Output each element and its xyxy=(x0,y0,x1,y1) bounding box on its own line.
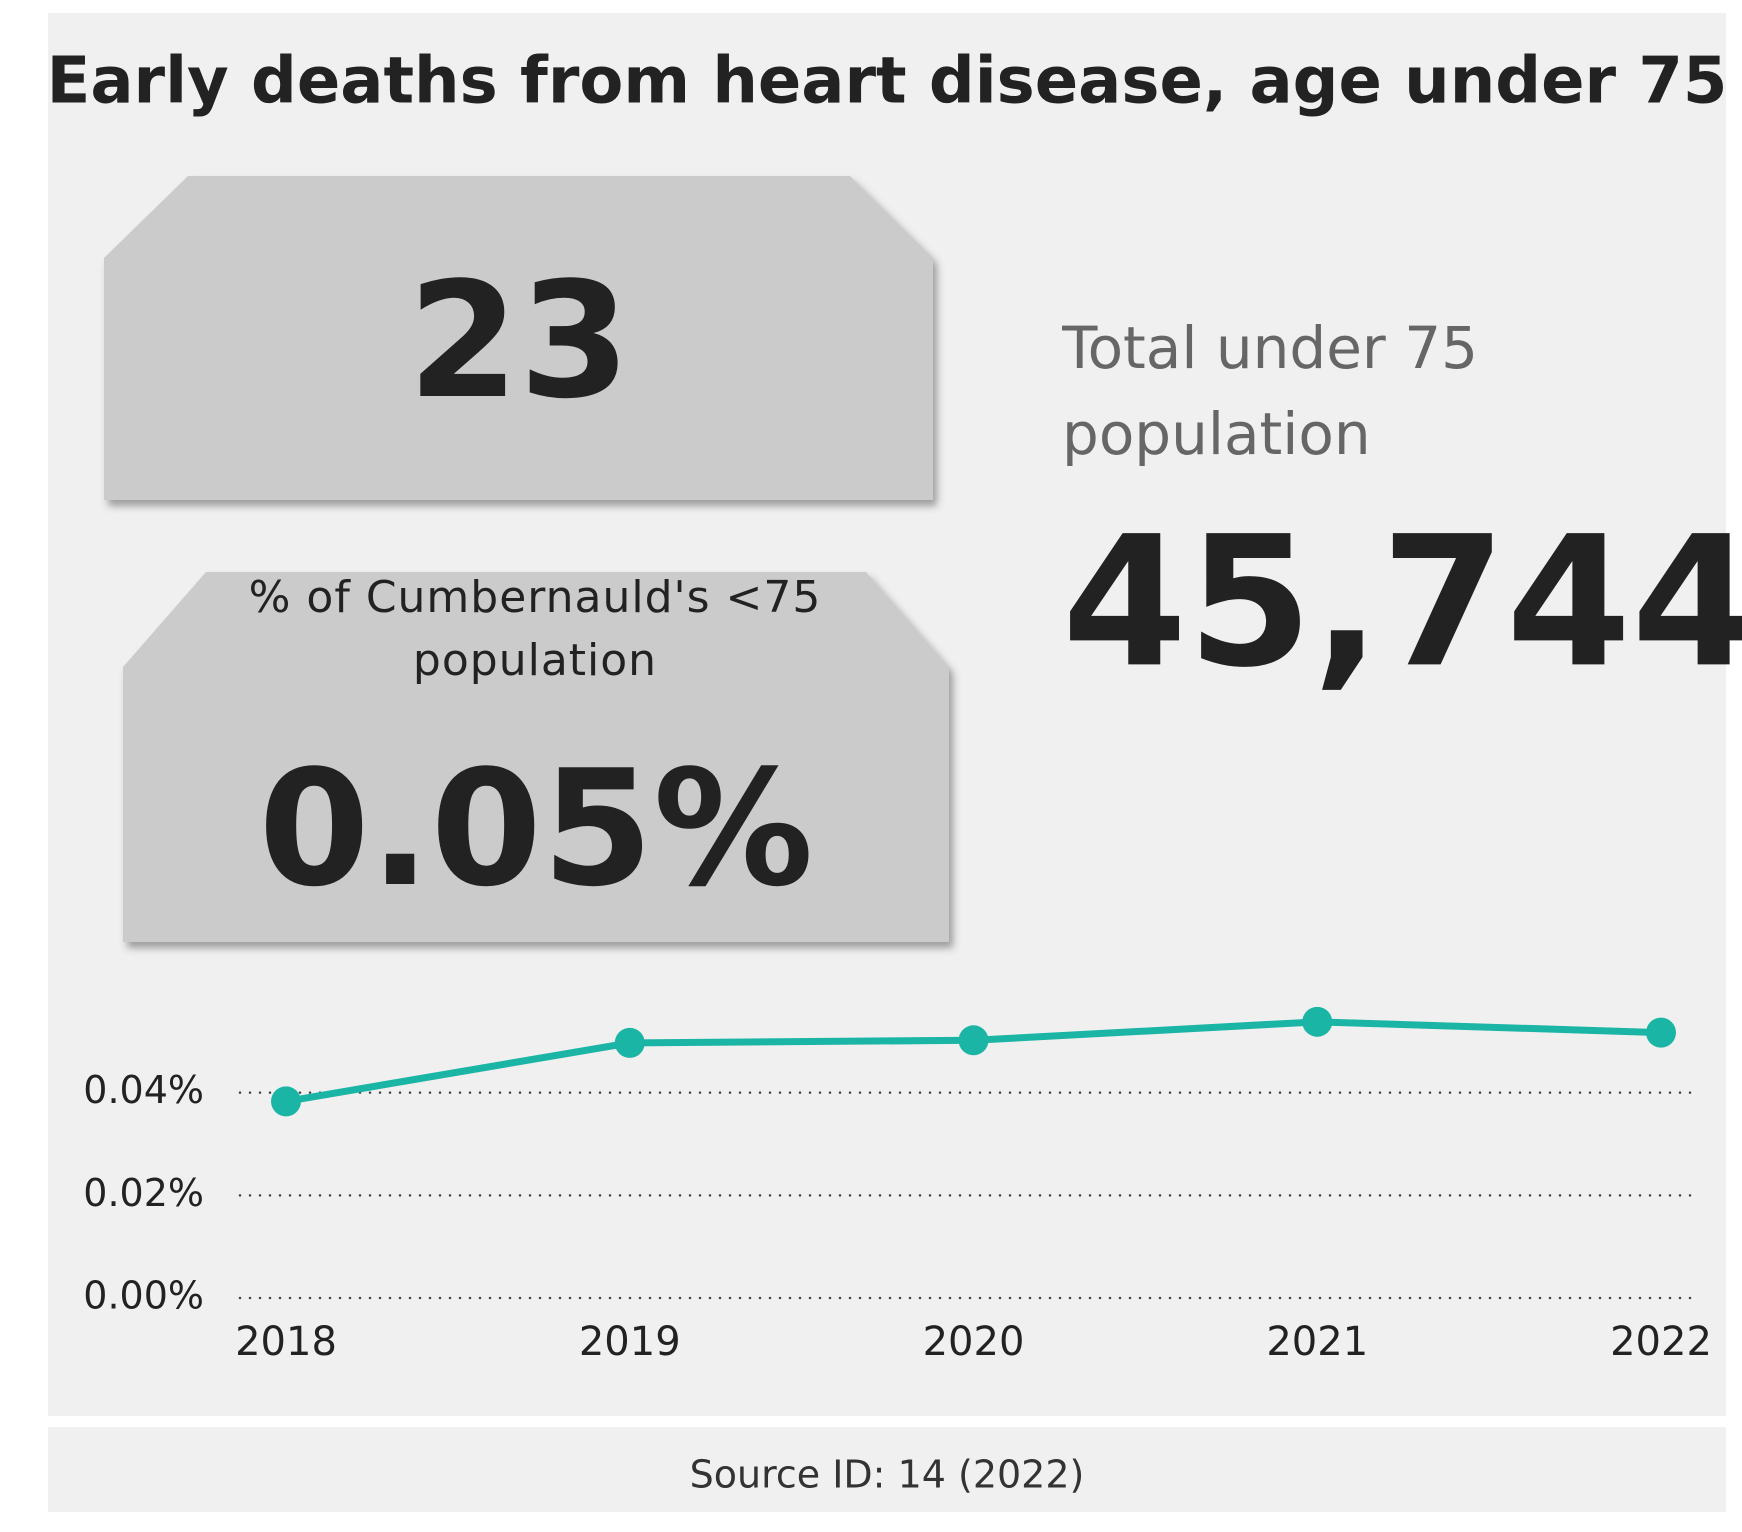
footer-panel xyxy=(48,1427,1726,1512)
y-tick-label: 0.00% xyxy=(83,1274,204,1318)
kpi-box xyxy=(104,176,933,500)
x-tick-label: 2022 xyxy=(1610,1319,1712,1365)
line-chart: 0.00% 0.02% 0.04% 2018 2019 2020 2021 2022 xyxy=(83,1006,1712,1365)
y-tick-label: 0.02% xyxy=(83,1171,204,1215)
kpi-box xyxy=(123,572,949,942)
kpi-label: % of Cumbernauld's <75 population xyxy=(248,572,822,686)
point xyxy=(271,1086,301,1117)
kpi-label-wrap: % of Cumbernauld's <75 population xyxy=(248,572,822,686)
kpi-value: 23 xyxy=(408,247,631,434)
x-tick-label: 2018 xyxy=(235,1319,337,1365)
point xyxy=(958,1025,989,1056)
kpi-value: 45,744 xyxy=(1062,498,1742,707)
kpi-label-wrap: Total under 75 population xyxy=(1062,314,1478,468)
x-tick-label: 2020 xyxy=(923,1319,1025,1365)
title: Early deaths from heart disease, age und… xyxy=(47,45,1728,119)
kpi-label: Total under 75 population xyxy=(1062,314,1478,468)
point xyxy=(1302,1006,1333,1037)
x-tick-label: 2019 xyxy=(579,1319,681,1365)
point xyxy=(614,1027,645,1058)
kpi-value: 0.05% xyxy=(258,735,813,922)
y-tick-label: 0.04% xyxy=(83,1068,204,1112)
footer: Source ID: 14 (2022) xyxy=(690,1453,1085,1497)
point xyxy=(1646,1017,1676,1048)
x-tick-label: 2021 xyxy=(1266,1319,1368,1365)
